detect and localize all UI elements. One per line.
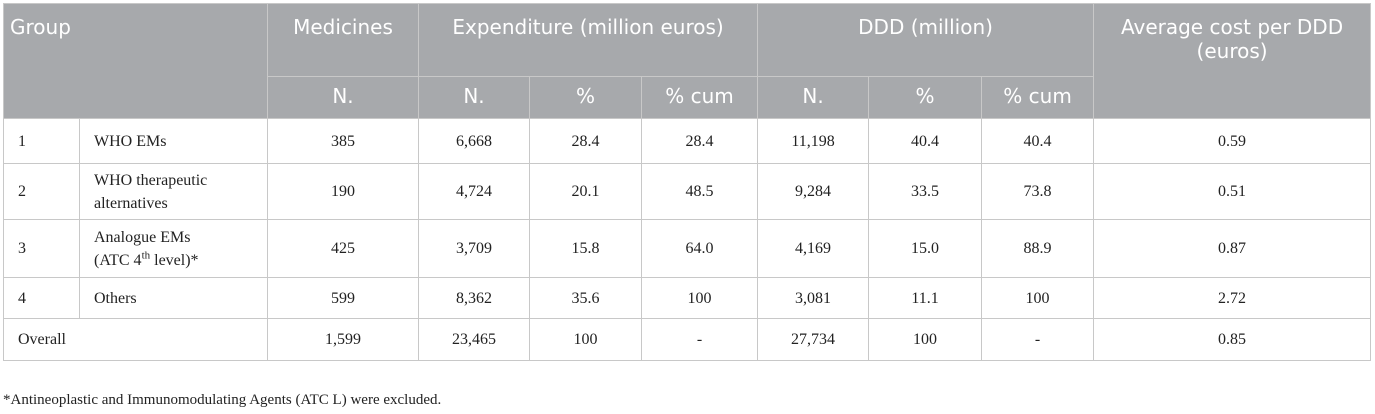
group-label: Others	[78, 277, 269, 319]
group-label-line1: Analogue EMs	[94, 228, 191, 246]
table-header: Group Medicines Expenditure (million eur…	[2, 3, 1372, 119]
average-cost: 0.85	[1093, 318, 1372, 361]
subheader-ddd-n: N.	[757, 76, 870, 119]
expenditure-cum: 28.4	[641, 118, 759, 164]
group-label-superscript: th	[141, 249, 151, 262]
data-table: Group Medicines Expenditure (million eur…	[2, 3, 1372, 361]
ddd-cum: 40.4	[981, 118, 1095, 164]
group-number: 3	[3, 219, 80, 278]
expenditure-cum: 48.5	[641, 163, 759, 220]
ddd-n: 4,169	[757, 219, 870, 278]
group-label: WHO EMs	[78, 118, 269, 164]
average-cost: 0.51	[1093, 163, 1372, 220]
group-label-line2: alternatives	[94, 194, 168, 212]
table-row: 1 WHO EMs 385 6,668 28.4 28.4 11,198 40.…	[3, 118, 1372, 164]
subheader-medicines-n: N.	[267, 76, 420, 119]
overall-label: Overall	[2, 318, 269, 361]
average-cost: 0.59	[1093, 118, 1372, 164]
expenditure-pct: 28.4	[529, 118, 643, 164]
group-number: 2	[3, 163, 80, 220]
header-expenditure: Expenditure (million euros)	[418, 3, 759, 77]
expenditure-cum: 100	[641, 277, 759, 319]
ddd-cum: 100	[981, 277, 1095, 319]
subheader-expenditure-pct: %	[529, 76, 643, 119]
ddd-n: 9,284	[757, 163, 870, 220]
medicines-n: 385	[267, 118, 420, 164]
subheader-expenditure-n: N.	[418, 76, 531, 119]
medicines-n: 599	[267, 277, 420, 319]
subheader-ddd-pct: %	[868, 76, 983, 119]
ddd-n: 3,081	[757, 277, 870, 319]
expenditure-n: 23,465	[418, 318, 531, 361]
medicines-n: 425	[267, 219, 420, 278]
group-label-line1: WHO therapeutic	[94, 171, 208, 189]
table-row: 2 WHO therapeutic alternatives 190 4,724 …	[3, 163, 1372, 220]
expenditure-n: 4,724	[418, 163, 531, 220]
ddd-pct: 33.5	[868, 163, 983, 220]
footnote: *Antineoplastic and Immunomodulating Age…	[3, 392, 442, 408]
medicines-n: 190	[267, 163, 420, 220]
ddd-n: 11,198	[757, 118, 870, 164]
group-label-line2-pre: (ATC 4	[94, 251, 142, 269]
group-label: WHO therapeutic alternatives	[78, 163, 269, 220]
expenditure-cum: 64.0	[641, 219, 759, 278]
header-average-cost: Average cost per DDD (euros)	[1093, 3, 1372, 119]
group-label-line2-post: level)*	[150, 251, 199, 269]
ddd-pct: 15.0	[868, 219, 983, 278]
table-body: 1 WHO EMs 385 6,668 28.4 28.4 11,198 40.…	[2, 118, 1372, 361]
expenditure-n: 8,362	[418, 277, 531, 319]
medicines-n: 1,599	[267, 318, 420, 361]
average-cost: 2.72	[1093, 277, 1372, 319]
average-cost: 0.87	[1093, 219, 1372, 278]
expenditure-cum: -	[641, 318, 759, 361]
header-group: Group	[2, 3, 269, 119]
table-row: 3 Analogue EMs (ATC 4th level)* 425 3,709…	[3, 219, 1372, 278]
expenditure-pct: 15.8	[529, 219, 643, 278]
ddd-cum: -	[981, 318, 1095, 361]
table-row: 4 Others 599 8,362 35.6 100 3,081 11.1 1…	[3, 277, 1372, 319]
ddd-cum: 88.9	[981, 219, 1095, 278]
expenditure-n: 3,709	[418, 219, 531, 278]
expenditure-pct: 100	[529, 318, 643, 361]
ddd-n: 27,734	[757, 318, 870, 361]
ddd-pct: 40.4	[868, 118, 983, 164]
group-number: 4	[3, 277, 80, 319]
table-row-overall: Overall 1,599 23,465 100 - 27,734 100 - …	[2, 318, 1372, 361]
group-number: 1	[3, 118, 80, 164]
ddd-pct: 100	[868, 318, 983, 361]
subheader-expenditure-cum: % cum	[641, 76, 759, 119]
ddd-pct: 11.1	[868, 277, 983, 319]
header-medicines: Medicines	[267, 3, 420, 77]
header-ddd: DDD (million)	[757, 3, 1095, 77]
subheader-ddd-cum: % cum	[981, 76, 1095, 119]
group-label: Analogue EMs (ATC 4th level)*	[78, 219, 269, 278]
expenditure-n: 6,668	[418, 118, 531, 164]
ddd-cum: 73.8	[981, 163, 1095, 220]
expenditure-pct: 35.6	[529, 277, 643, 319]
expenditure-pct: 20.1	[529, 163, 643, 220]
